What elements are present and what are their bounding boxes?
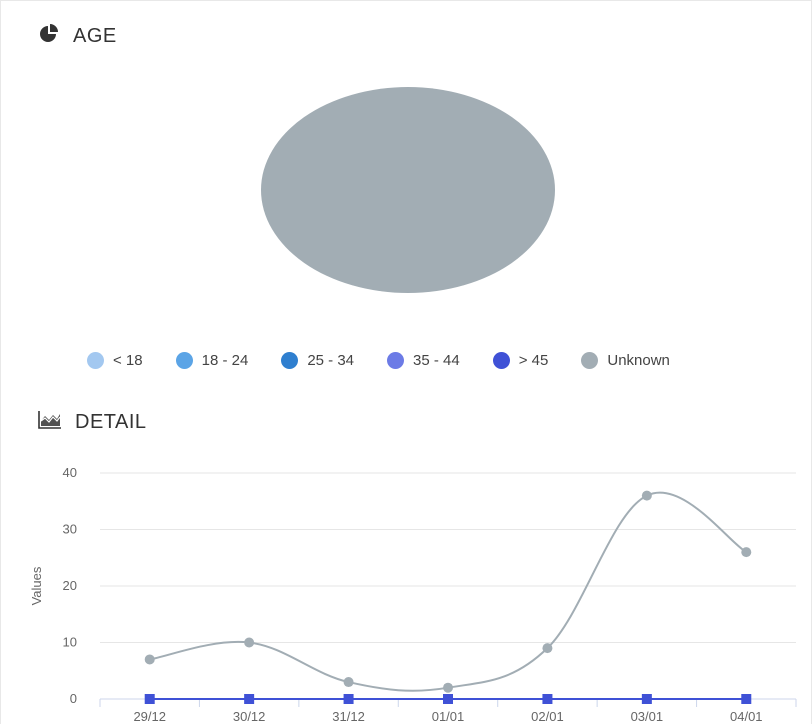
data-point[interactable] xyxy=(343,677,354,688)
series-0 xyxy=(144,490,752,693)
data-point[interactable] xyxy=(741,694,752,704)
data-point[interactable] xyxy=(641,490,652,501)
legend-item[interactable]: Unknown xyxy=(581,352,670,369)
legend-swatch xyxy=(492,352,510,369)
data-point[interactable] xyxy=(244,637,255,648)
y-tick-label: 40 xyxy=(63,465,77,480)
legend-label: > 45 xyxy=(518,352,549,369)
age-pie-chart xyxy=(261,87,555,293)
x-tick-label: 03/01 xyxy=(631,709,664,724)
detail-line-chart: 0 10 20 30 40 29/12 30/12 31/12 01/01 02/01 03/01 0… xyxy=(29,465,797,724)
data-point[interactable] xyxy=(542,694,553,704)
legend-item[interactable]: > 45 xyxy=(492,352,549,369)
legend-swatch xyxy=(87,352,104,369)
detail-title-text: DETAIL xyxy=(75,410,147,433)
legend-item[interactable]: < 18 xyxy=(87,352,143,369)
y-tick-label: 0 xyxy=(70,691,77,706)
legend-label: 18 - 24 xyxy=(201,352,249,369)
data-point[interactable] xyxy=(443,682,453,693)
x-tick-label: 04/01 xyxy=(730,709,763,724)
age-title-text: AGE xyxy=(73,24,117,47)
legend-item[interactable]: 18 - 24 xyxy=(175,352,249,369)
data-point[interactable] xyxy=(144,654,155,665)
data-point[interactable] xyxy=(542,643,553,654)
x-tick-label: 30/12 xyxy=(233,709,266,724)
x-tick-label: 29/12 xyxy=(133,709,166,724)
legend-item[interactable]: 35 - 44 xyxy=(387,352,460,369)
detail-section-title: DETAIL xyxy=(38,409,147,435)
pie-slice-unknown[interactable] xyxy=(261,87,555,293)
age-section-title: AGE xyxy=(38,23,117,49)
data-point[interactable] xyxy=(244,694,255,704)
y-tick-label: 30 xyxy=(63,522,77,537)
legend-item[interactable]: 25 - 34 xyxy=(281,352,354,369)
legend-label: Unknown xyxy=(607,352,670,369)
legend-swatch xyxy=(175,352,193,369)
legend-label: 25 - 34 xyxy=(307,352,355,369)
data-point[interactable] xyxy=(343,694,354,704)
age-legend: < 18 18 - 24 25 - 34 35 - 44 > 45 Unknown xyxy=(87,352,703,369)
legend-label: 35 - 44 xyxy=(413,352,460,369)
series-1 xyxy=(144,694,752,704)
area-chart-icon xyxy=(38,409,62,435)
legend-swatch xyxy=(281,352,299,369)
legend-label: < 18 xyxy=(113,352,143,369)
y-axis-label: Values xyxy=(29,566,44,605)
legend-swatch xyxy=(581,352,599,369)
data-point[interactable] xyxy=(741,547,752,558)
legend-swatch xyxy=(387,352,405,369)
series-line xyxy=(149,491,747,692)
data-point[interactable] xyxy=(443,694,453,704)
x-tick-label: 31/12 xyxy=(332,709,365,724)
x-tick-label: 01/01 xyxy=(432,709,465,724)
pie-chart-icon xyxy=(38,23,60,49)
y-tick-label: 10 xyxy=(63,635,77,650)
x-tick-label: 02/01 xyxy=(531,709,564,724)
y-tick-label: 20 xyxy=(63,578,77,593)
data-point[interactable] xyxy=(144,694,155,704)
data-point[interactable] xyxy=(641,694,652,704)
